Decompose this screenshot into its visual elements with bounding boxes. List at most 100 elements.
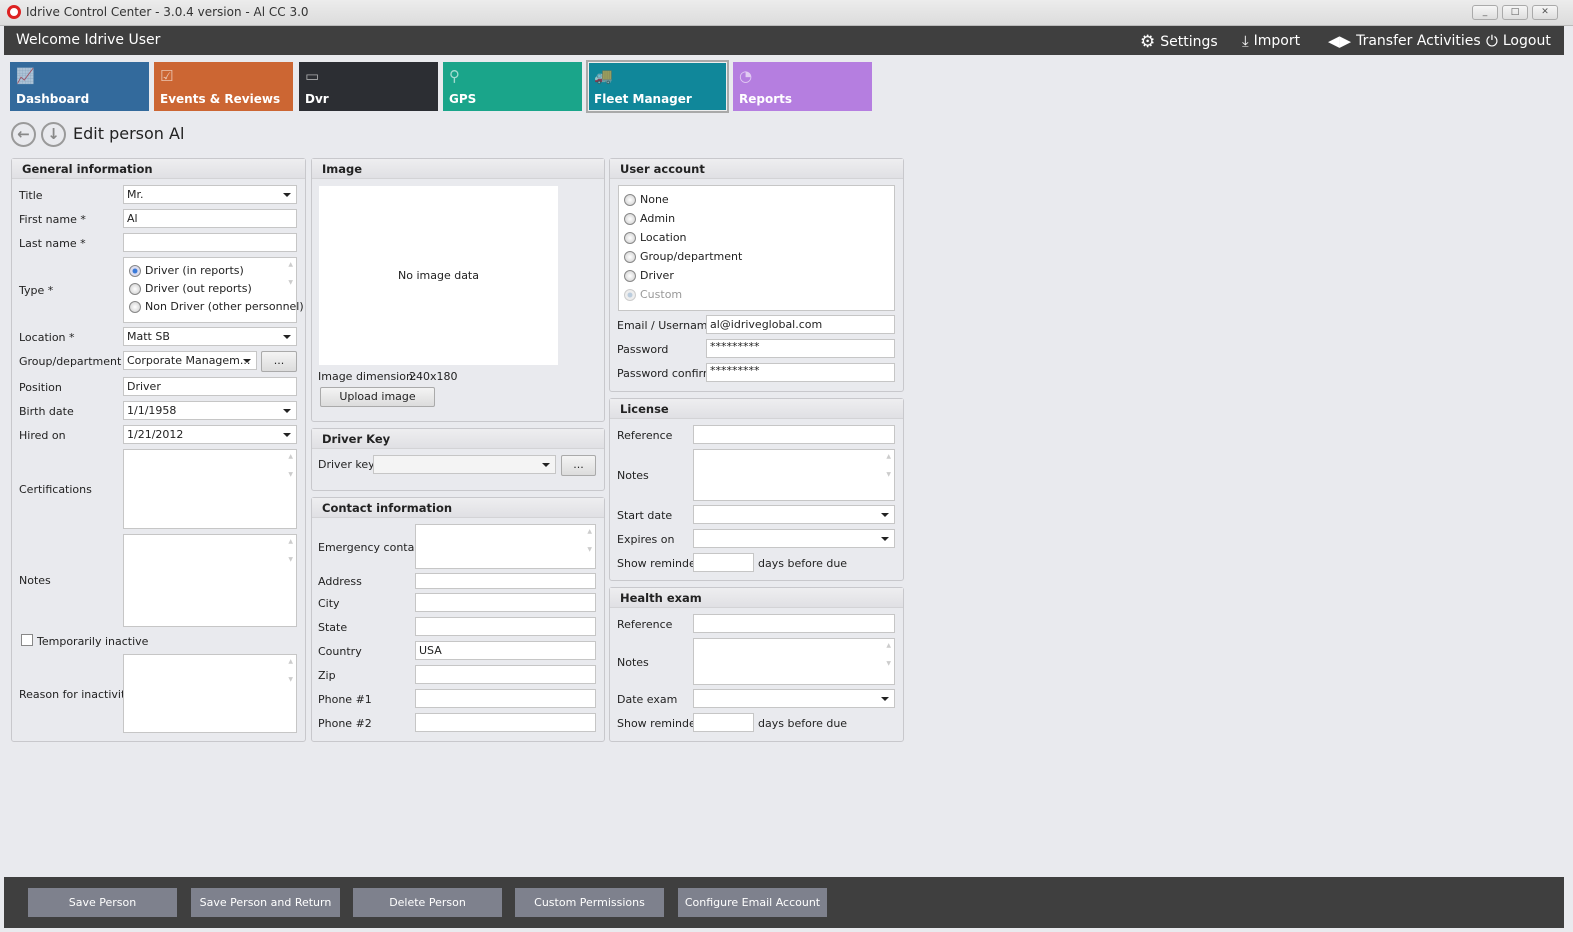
temporarily-inactive-checkbox[interactable]	[21, 634, 33, 646]
password-confirm-input[interactable]: *********	[706, 363, 895, 382]
notes-label: Notes	[19, 574, 51, 587]
image-dimension-label: Image dimension:	[318, 370, 417, 383]
license-notes-label: Notes	[617, 469, 649, 482]
health-reference-input[interactable]	[693, 614, 895, 633]
start-date-picker[interactable]	[693, 505, 895, 524]
minimize-button[interactable]: _	[1472, 5, 1498, 20]
account-type-radio-group	[618, 185, 895, 311]
close-button[interactable]: ✕	[1532, 5, 1558, 20]
back-arrow-icon[interactable]: ←	[11, 122, 36, 147]
title-bar: Idrive Control Center - 3.0.4 version - …	[0, 0, 1573, 26]
tile-events-reviews[interactable]: ☑ Events & Reviews	[154, 62, 293, 111]
expires-on-picker[interactable]	[693, 529, 895, 548]
no-image-text: No image data	[398, 269, 479, 282]
certifications-textarea[interactable]	[123, 449, 297, 529]
gears-icon: ⚙	[1140, 32, 1156, 52]
group-browse-button[interactable]: ...	[261, 351, 297, 372]
position-label: Position	[19, 381, 62, 394]
account-radio-driver[interactable]: Driver	[624, 269, 674, 282]
page-title: Edit person Al	[73, 124, 185, 143]
license-reminder-input[interactable]	[693, 553, 754, 572]
position-input[interactable]: Driver	[123, 377, 297, 396]
phone2-input[interactable]	[415, 713, 596, 732]
state-label: State	[318, 621, 348, 634]
health-notes-label: Notes	[617, 656, 649, 669]
account-radio-group[interactable]: Group/department	[624, 250, 742, 263]
type-radio-driver-in-reports[interactable]: Driver (in reports)	[129, 264, 244, 277]
image-dimension-value: 240x180	[409, 370, 458, 383]
radio-icon	[624, 288, 636, 301]
date-exam-picker[interactable]	[693, 689, 895, 708]
maximize-button[interactable]: □	[1502, 5, 1528, 20]
last-name-input[interactable]	[123, 233, 297, 252]
location-select[interactable]: Matt SB	[123, 327, 297, 346]
health-reference-label: Reference	[617, 618, 673, 631]
hired-on-picker[interactable]: 1/21/2012	[123, 425, 297, 444]
reason-textarea[interactable]	[123, 654, 297, 733]
date-exam-label: Date exam	[617, 693, 678, 706]
certifications-label: Certifications	[19, 483, 92, 496]
driver-key-browse-button[interactable]: ...	[561, 455, 596, 476]
radio-icon	[129, 300, 141, 313]
driver-key-label: Driver key	[318, 458, 375, 471]
group-select[interactable]: Corporate Managem...	[123, 351, 257, 370]
settings-link[interactable]: ⚙ Settings	[1140, 32, 1218, 52]
emergency-contact-textarea[interactable]	[415, 524, 596, 569]
transfer-activities-link[interactable]: ◀▶ Transfer Activities	[1328, 32, 1481, 50]
driver-key-select[interactable]	[373, 455, 556, 474]
zip-label: Zip	[318, 669, 336, 682]
city-input[interactable]	[415, 593, 596, 612]
upload-image-button[interactable]: Upload image	[320, 387, 435, 407]
license-reference-label: Reference	[617, 429, 673, 442]
birth-date-label: Birth date	[19, 405, 74, 418]
pie-chart-icon: ◔	[739, 67, 753, 85]
phone1-input[interactable]	[415, 689, 596, 708]
delete-person-button[interactable]: Delete Person	[353, 888, 502, 917]
license-reminder-label: Show reminder	[617, 557, 701, 570]
save-person-button[interactable]: Save Person	[28, 888, 177, 917]
email-input[interactable]: al@idriveglobal.com	[706, 315, 895, 334]
license-notes-textarea[interactable]	[693, 449, 895, 501]
phone2-label: Phone #2	[318, 717, 372, 730]
zip-input[interactable]	[415, 665, 596, 684]
password-input[interactable]: *********	[706, 339, 895, 358]
down-arrow-icon[interactable]: ↓	[41, 122, 66, 147]
tile-dashboard[interactable]: 📈 Dashboard	[10, 62, 149, 111]
address-input[interactable]	[415, 573, 596, 589]
radio-icon	[624, 193, 636, 206]
health-notes-textarea[interactable]	[693, 638, 895, 685]
title-select[interactable]: Mr.	[123, 185, 297, 204]
license-reference-input[interactable]	[693, 425, 895, 444]
tile-reports[interactable]: ◔ Reports	[733, 62, 872, 111]
radio-icon	[129, 282, 141, 295]
password-label: Password	[617, 343, 669, 356]
birth-date-picker[interactable]: 1/1/1958	[123, 401, 297, 420]
save-person-and-return-button[interactable]: Save Person and Return	[191, 888, 340, 917]
address-label: Address	[318, 575, 362, 588]
notes-textarea[interactable]	[123, 534, 297, 627]
health-reminder-input[interactable]	[693, 713, 754, 732]
account-radio-location[interactable]: Location	[624, 231, 687, 244]
account-radio-admin[interactable]: Admin	[624, 212, 675, 225]
logout-link[interactable]: ⏻ Logout	[1486, 32, 1551, 50]
tile-gps[interactable]: ⚲ GPS	[443, 62, 582, 111]
tile-dvr[interactable]: ▭ Dvr	[299, 62, 438, 111]
chart-icon: 📈	[16, 67, 35, 85]
password-confirm-label: Password confirm	[617, 367, 714, 380]
configure-email-account-button[interactable]: Configure Email Account	[678, 888, 827, 917]
account-radio-custom: Custom	[624, 288, 682, 301]
expires-on-label: Expires on	[617, 533, 675, 546]
first-name-input[interactable]: Al	[123, 209, 297, 228]
country-input[interactable]: USA	[415, 641, 596, 660]
type-radio-non-driver[interactable]: Non Driver (other personnel)	[129, 300, 304, 313]
health-reminder-label: Show reminder	[617, 717, 701, 730]
custom-permissions-button[interactable]: Custom Permissions	[515, 888, 664, 917]
state-input[interactable]	[415, 617, 596, 636]
import-link[interactable]: ⤓ Import	[1242, 32, 1301, 50]
power-icon: ⏻	[1486, 32, 1498, 50]
type-radio-driver-out-reports[interactable]: Driver (out reports)	[129, 282, 252, 295]
tile-fleet-manager[interactable]: 🚚 Fleet Manager	[586, 60, 729, 113]
account-radio-none[interactable]: None	[624, 193, 669, 206]
panel-heading: Driver Key	[312, 429, 604, 449]
footer-action-bar: Save Person Save Person and Return Delet…	[4, 877, 1564, 928]
